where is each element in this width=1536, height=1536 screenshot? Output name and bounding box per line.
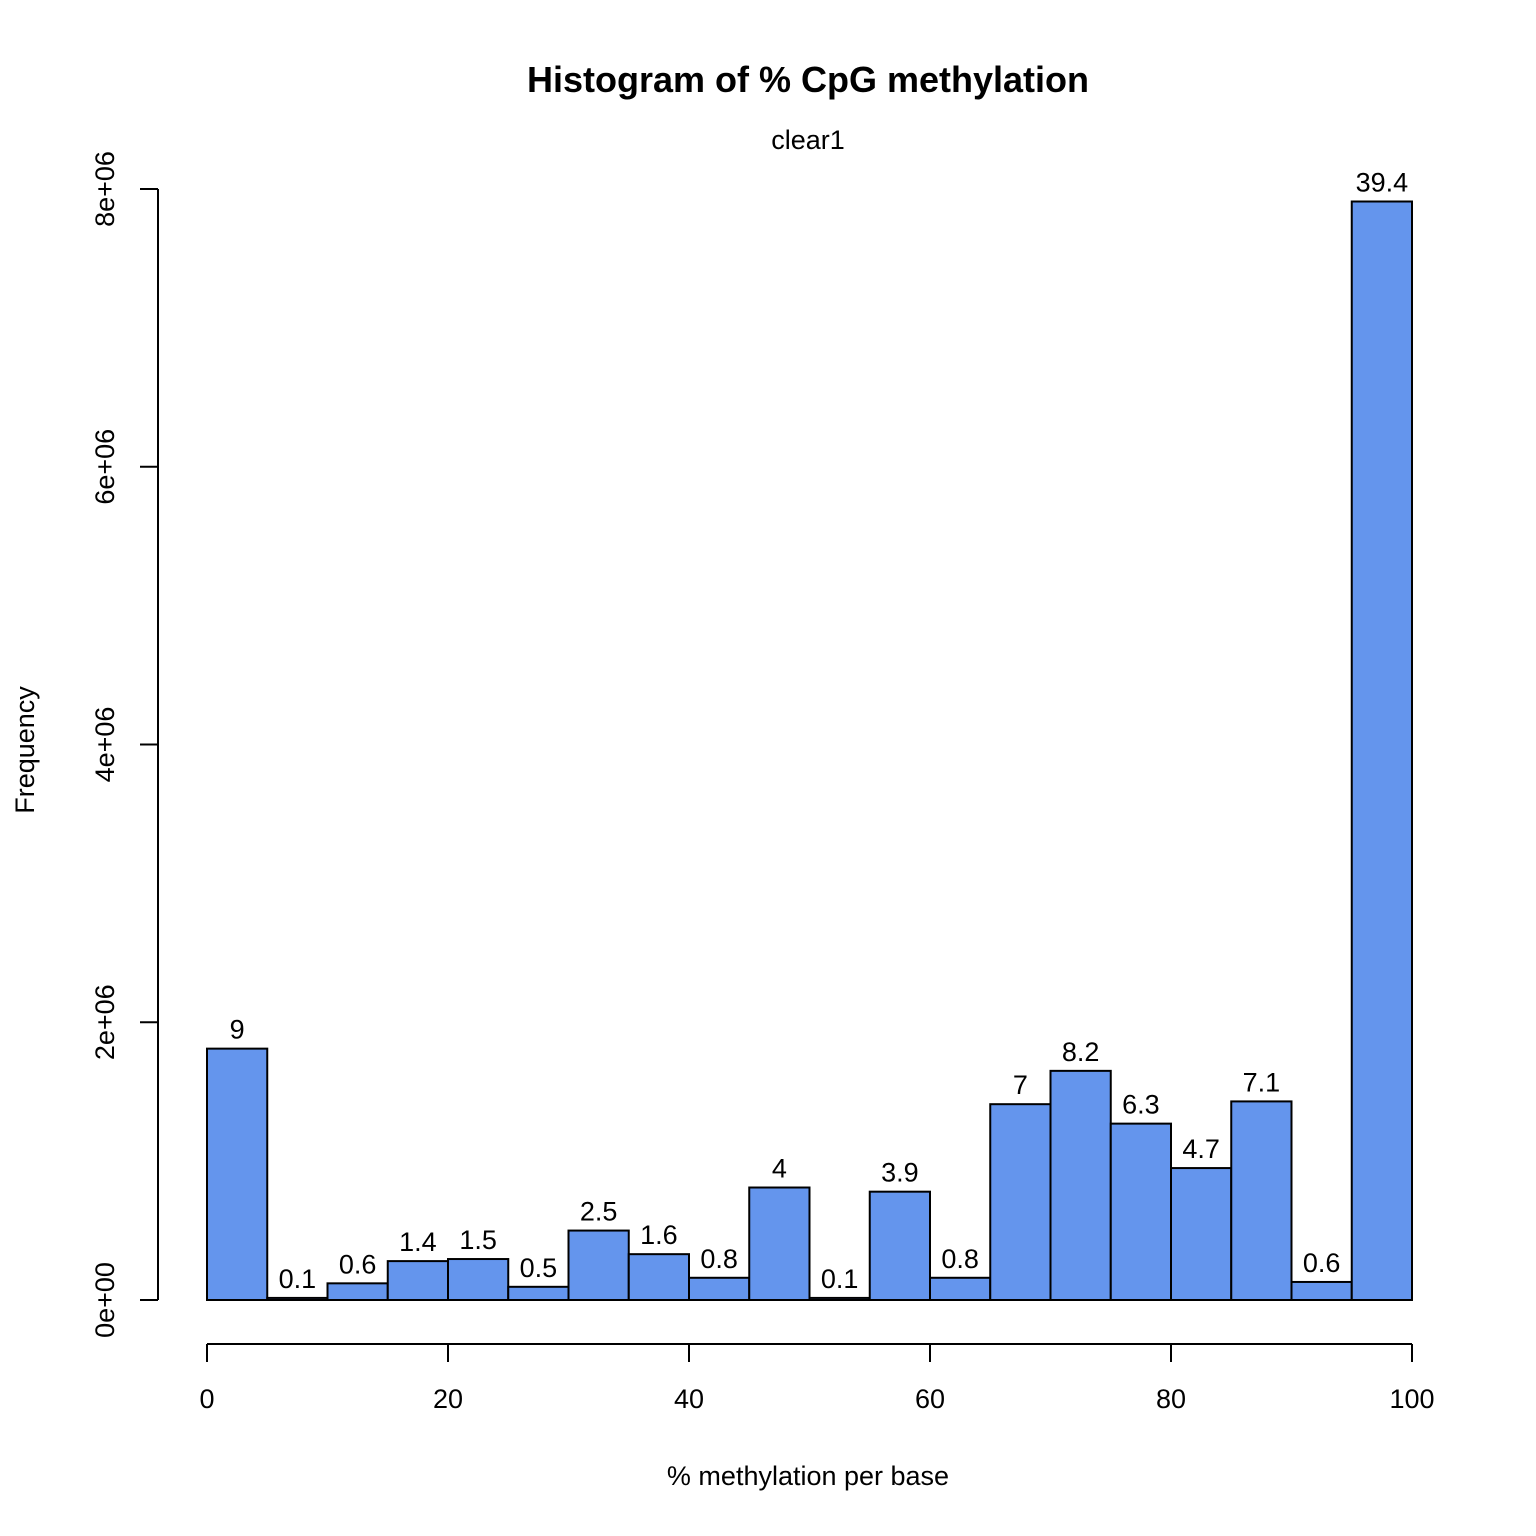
histogram-bar — [989, 1103, 1052, 1302]
y-tick-label: 4e+06 — [90, 707, 120, 783]
histogram-bar — [688, 1276, 751, 1302]
y-axis-label: Frequency — [10, 686, 40, 814]
y-tick-label: 8e+06 — [90, 151, 120, 227]
bar-value-label: 0.1 — [821, 1264, 859, 1294]
bar-value-label: 6.3 — [1122, 1090, 1160, 1120]
bar-value-label: 4 — [772, 1154, 787, 1184]
bar-value-label: 2.5 — [580, 1197, 618, 1227]
x-axis-label: % methylation per base — [667, 1461, 949, 1491]
chart-title: Histogram of % CpG methylation — [527, 59, 1089, 100]
x-axis: 0 20 40 60 80 100 — [199, 1343, 1435, 1414]
histogram-bar — [1350, 200, 1413, 1301]
x-tick-label: 60 — [915, 1384, 945, 1414]
bar-value-label: 7 — [1013, 1070, 1028, 1100]
bar-value-label: 1.6 — [640, 1220, 678, 1250]
bar-value-label: 0.8 — [941, 1244, 979, 1274]
chart-subtitle: clear1 — [771, 125, 845, 155]
histogram-bar — [868, 1190, 931, 1301]
x-tick-label: 20 — [433, 1384, 463, 1414]
x-tick-label: 100 — [1389, 1384, 1434, 1414]
y-tick-label: 0e+00 — [90, 1262, 120, 1338]
histogram-bar — [627, 1253, 690, 1302]
y-tick-label: 2e+06 — [90, 984, 120, 1060]
histogram-bar — [507, 1285, 570, 1302]
histogram-bar — [748, 1186, 811, 1301]
histogram-bar — [206, 1047, 269, 1301]
histogram-bar — [1170, 1167, 1233, 1301]
histogram-bar — [447, 1258, 510, 1301]
bar-value-label: 7.1 — [1243, 1067, 1281, 1097]
bar-value-label: 9 — [230, 1015, 245, 1045]
histogram-bar — [326, 1282, 389, 1301]
bar-value-label: 39.4 — [1356, 167, 1409, 197]
bars-group: 9 0.1 0.6 1.4 1.5 0.5 2.5 1.6 0.8 4 0.1 3.9 0.8 7 8.2 6… — [206, 167, 1413, 1302]
histogram-bar — [808, 1296, 871, 1301]
bar-value-label: 0.6 — [339, 1249, 377, 1279]
histogram-bar — [567, 1229, 630, 1301]
bar-value-label: 4.7 — [1182, 1134, 1220, 1164]
bar-value-label: 0.8 — [700, 1244, 738, 1274]
histogram-bar — [386, 1260, 449, 1301]
bar-value-label: 0.6 — [1303, 1248, 1341, 1278]
bar-value-label: 0.5 — [520, 1253, 558, 1283]
histogram-bar — [1049, 1069, 1112, 1301]
y-axis: 0e+00 2e+06 4e+06 6e+06 8e+06 — [90, 151, 159, 1338]
histogram-bar — [1290, 1280, 1353, 1302]
histogram-bar — [929, 1276, 992, 1302]
histogram-bar — [266, 1296, 329, 1301]
bar-value-label: 8.2 — [1062, 1037, 1100, 1067]
x-tick-label: 80 — [1156, 1384, 1186, 1414]
histogram-bar — [1230, 1100, 1293, 1301]
bar-value-label: 1.5 — [459, 1225, 497, 1255]
bar-value-label: 1.4 — [399, 1227, 437, 1257]
y-tick-label: 6e+06 — [90, 429, 120, 505]
bar-value-label: 0.1 — [279, 1264, 317, 1294]
x-tick-label: 40 — [674, 1384, 704, 1414]
histogram-bar — [1109, 1122, 1172, 1302]
bar-value-label: 3.9 — [881, 1158, 919, 1188]
x-tick-label: 0 — [199, 1384, 214, 1414]
